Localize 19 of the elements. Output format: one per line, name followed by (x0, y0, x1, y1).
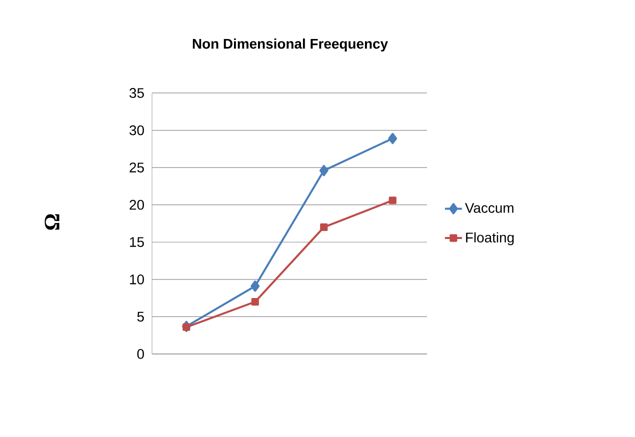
y-axis-title: Ω (44, 214, 60, 230)
y-tick-label: 0 (137, 349, 144, 359)
point (388, 196, 396, 204)
y-tick-label: 10 (130, 274, 144, 284)
y-tick-label: 25 (130, 162, 144, 172)
point (319, 164, 328, 176)
point (388, 132, 398, 144)
y-tick-label: 35 (130, 88, 144, 98)
y-tick-label: 5 (137, 312, 144, 322)
point (251, 298, 259, 306)
legend-label: Vaccum (465, 203, 514, 213)
chart-title: Non Dimensional Freequency (192, 38, 388, 52)
y-tick-label: 20 (130, 200, 144, 210)
point (320, 223, 328, 232)
point (182, 323, 190, 331)
y-tick-label: 15 (130, 237, 144, 247)
point (250, 280, 260, 292)
legend-label: Floating (466, 232, 514, 246)
y-tick-label: 30 (130, 125, 144, 136)
